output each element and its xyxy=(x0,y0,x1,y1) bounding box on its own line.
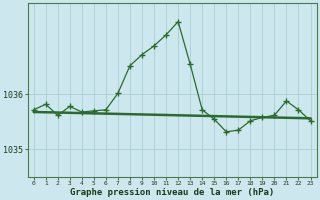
X-axis label: Graphe pression niveau de la mer (hPa): Graphe pression niveau de la mer (hPa) xyxy=(70,188,274,197)
